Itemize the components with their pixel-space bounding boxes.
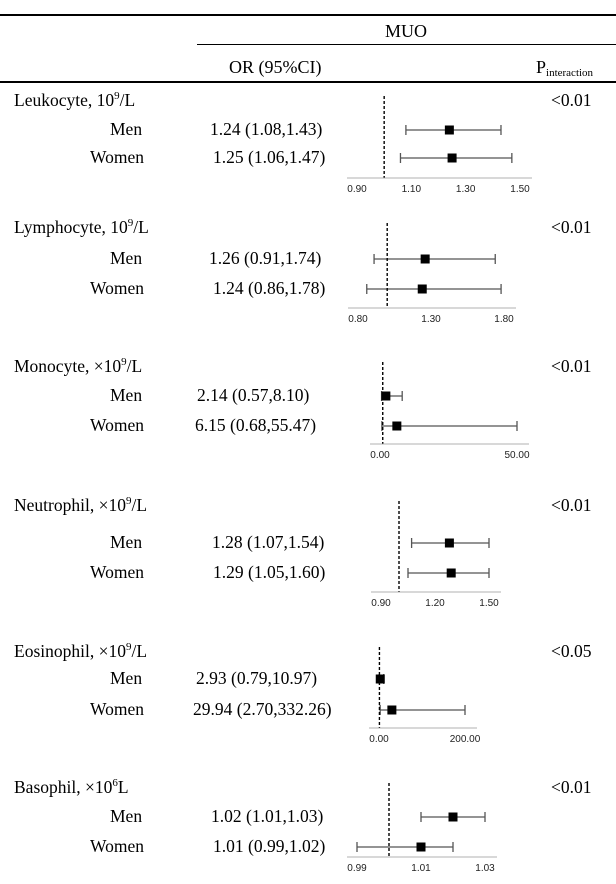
odds-ratio-ci: 1.26 (0.91,1.74) xyxy=(209,248,322,268)
tick-label: 1.50 xyxy=(510,184,530,195)
variable-label-unit: /L xyxy=(119,90,136,110)
variable-label-text: Leukocyte, 10 xyxy=(14,90,115,110)
variable-label-text: Neutrophil, ×10 xyxy=(14,495,126,515)
odds-ratio-ci: 1.25 (1.06,1.47) xyxy=(213,147,326,167)
tick-label: 0.90 xyxy=(347,184,367,195)
variable-label-unit: /L xyxy=(133,217,149,237)
tick-label: 0.00 xyxy=(370,450,390,461)
tick-label: 0.99 xyxy=(347,863,367,874)
group-label: Women xyxy=(90,836,144,856)
tick-label: 50.00 xyxy=(504,450,529,461)
group-rule xyxy=(197,44,616,45)
tick-label: 1.30 xyxy=(456,184,476,195)
tick-label: 1.20 xyxy=(425,598,445,609)
variable-label-text: Basophil, ×10 xyxy=(14,777,113,797)
tick-label: 1.10 xyxy=(402,184,422,195)
group-label: Men xyxy=(110,385,143,405)
point-estimate xyxy=(392,421,402,431)
point-estimate xyxy=(444,125,454,135)
tick-label: 0.00 xyxy=(369,734,389,745)
point-estimate xyxy=(381,391,391,401)
point-estimate xyxy=(448,812,458,822)
tick-label: 0.80 xyxy=(348,314,368,325)
group-label: Women xyxy=(90,562,144,582)
p-interaction-value: <0.01 xyxy=(551,90,592,110)
point-estimate xyxy=(417,284,427,294)
p-interaction-value: <0.01 xyxy=(551,495,592,515)
variable-label: Basophil, ×106L xyxy=(14,777,129,797)
tick-label: 1.30 xyxy=(421,314,441,325)
or-column-header: OR (95%CI) xyxy=(229,57,322,77)
variable-label-exponent: 9 xyxy=(121,356,127,368)
variable-label: Neutrophil, ×109/L xyxy=(14,495,147,515)
tick-label: 1.50 xyxy=(479,598,499,609)
point-estimate xyxy=(444,538,454,548)
odds-ratio-ci: 29.94 (2.70,332.26) xyxy=(193,699,332,719)
odds-ratio-ci: 1.24 (0.86,1.78) xyxy=(213,278,326,298)
variable-label-exponent: 9 xyxy=(125,495,132,507)
p-interaction-value: <0.05 xyxy=(551,641,592,661)
variable-label: Leukocyte, 109/L xyxy=(14,90,135,110)
odds-ratio-ci: 2.14 (0.57,8.10) xyxy=(197,385,310,405)
group-label: Men xyxy=(110,119,143,139)
variable-label-unit: L xyxy=(117,777,129,797)
tick-label: 1.01 xyxy=(411,863,431,874)
variable-label-unit: /L xyxy=(131,641,148,661)
group-label: Women xyxy=(90,278,144,298)
group-label: Women xyxy=(90,147,144,167)
variable-label-text: Eosinophil, ×10 xyxy=(14,641,126,661)
variable-label-unit: /L xyxy=(126,356,143,376)
variable-label-text: Monocyte, ×10 xyxy=(14,356,122,376)
group-label: Women xyxy=(90,699,144,719)
odds-ratio-ci: 1.02 (1.01,1.03) xyxy=(211,806,324,826)
variable-label: Lymphocyte, 109/L xyxy=(14,217,149,237)
group-label: Women xyxy=(90,415,144,435)
group-label: Men xyxy=(110,532,143,552)
odds-ratio-ci: 2.93 (0.79,10.97) xyxy=(196,668,318,688)
top-rule xyxy=(0,14,616,16)
odds-ratio-ci: 1.28 (1.07,1.54) xyxy=(212,532,325,552)
odds-ratio-ci: 1.01 (0.99,1.02) xyxy=(213,836,326,856)
group-label: Men xyxy=(110,248,143,268)
group-label: Men xyxy=(110,806,143,826)
p-header-sub: interaction xyxy=(546,67,594,79)
variable-label-text: Lymphocyte, 10 xyxy=(14,217,128,237)
tick-label: 1.03 xyxy=(475,863,495,874)
variable-label: Monocyte, ×109/L xyxy=(14,356,142,376)
odds-ratio-ci: 1.24 (1.08,1.43) xyxy=(210,119,323,139)
tick-label: 1.80 xyxy=(494,314,514,325)
p-interaction-value: <0.01 xyxy=(551,356,592,376)
variable-label-unit: /L xyxy=(131,495,148,515)
tick-label: 200.00 xyxy=(450,734,481,745)
group-label: Men xyxy=(110,668,143,688)
odds-ratio-ci: 1.29 (1.05,1.60) xyxy=(213,562,326,582)
tick-label: 0.90 xyxy=(371,598,391,609)
p-header-main: P xyxy=(536,57,547,77)
variable-label: Eosinophil, ×109/L xyxy=(14,641,147,661)
odds-ratio-ci: 6.15 (0.68,55.47) xyxy=(195,415,317,435)
point-estimate xyxy=(387,705,397,715)
header-rule xyxy=(0,81,616,83)
point-estimate xyxy=(447,153,457,163)
point-estimate xyxy=(420,254,430,264)
p-interaction-value: <0.01 xyxy=(551,217,592,237)
point-estimate xyxy=(375,674,385,684)
p-interaction-value: <0.01 xyxy=(551,777,592,797)
variable-label-exponent: 6 xyxy=(112,777,118,789)
variable-label-exponent: 9 xyxy=(125,641,132,653)
point-estimate xyxy=(446,568,456,578)
variable-label-exponent: 9 xyxy=(114,90,120,102)
point-estimate xyxy=(416,842,426,852)
p-interaction-header: Pinteraction xyxy=(536,57,594,79)
variable-label-exponent: 9 xyxy=(127,217,134,229)
group-header: MUO xyxy=(385,21,428,41)
